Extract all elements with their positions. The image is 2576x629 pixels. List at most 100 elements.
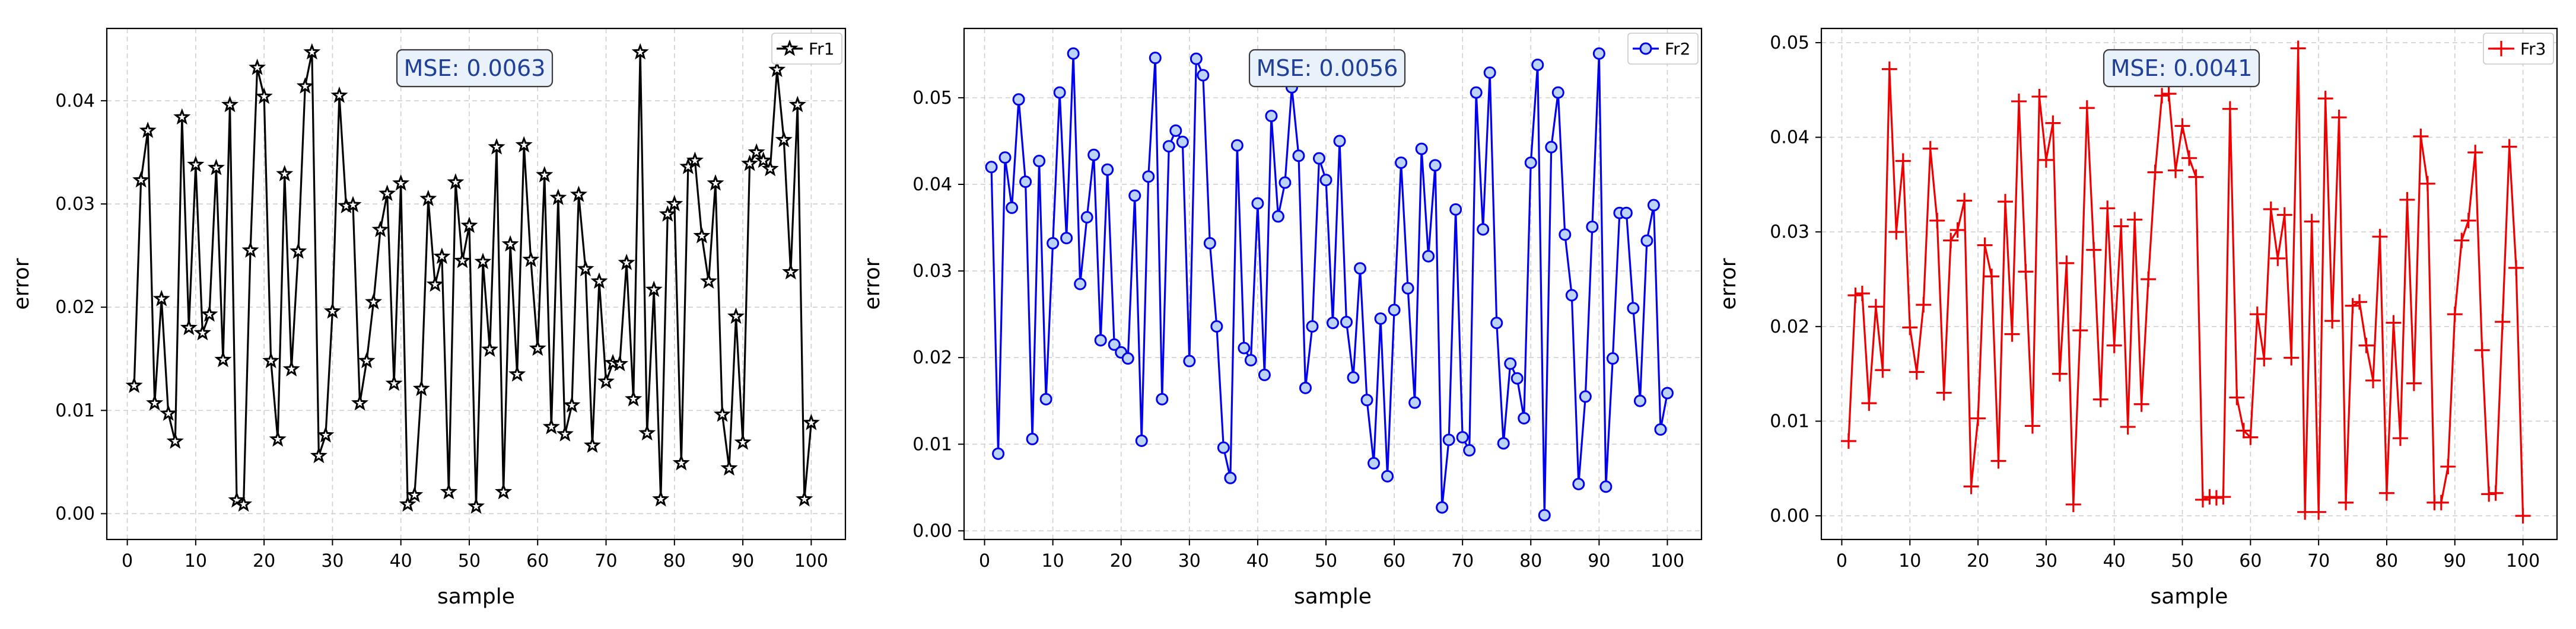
data-point [2358, 337, 2374, 353]
data-point [481, 340, 499, 357]
data-point [1970, 410, 1986, 426]
mse-annotation: MSE: 0.0063 [396, 49, 554, 88]
data-point [748, 143, 765, 160]
data-point [652, 490, 670, 507]
legend-marker [1639, 42, 1652, 55]
data-point [1401, 282, 1414, 295]
x-tick-label: 60 [1383, 551, 1405, 571]
data-point [317, 426, 335, 443]
data-point [2092, 391, 2108, 407]
series-Fr1 [125, 43, 820, 514]
data-point [1422, 250, 1435, 263]
data-point [2324, 313, 2340, 329]
data-point [276, 165, 294, 181]
data-point [2352, 294, 2368, 310]
data-point [1929, 213, 1945, 229]
x-tick-label: 40 [2103, 551, 2126, 571]
data-point [2433, 494, 2449, 510]
data-point [2508, 260, 2524, 276]
data-point [1053, 86, 1066, 99]
data-point [488, 138, 505, 155]
x-tick-label: 90 [732, 551, 754, 571]
data-point [2018, 264, 2034, 280]
data-point [296, 77, 314, 94]
data-point [666, 194, 683, 212]
data-point [1135, 434, 1148, 447]
data-point [998, 151, 1012, 164]
x-tick-label: 0 [122, 551, 133, 571]
data-point [146, 394, 164, 411]
x-tick-label: 80 [2375, 551, 2398, 571]
data-point [1388, 304, 1401, 317]
data-point [1847, 288, 1863, 304]
data-point [1006, 201, 1019, 214]
axes-frame [106, 27, 847, 541]
data-point [625, 389, 643, 407]
mse-text: MSE: 0.0063 [404, 55, 546, 81]
data-point [1203, 237, 1216, 250]
data-point [1251, 197, 1264, 210]
data-point [385, 374, 403, 391]
data-point [2004, 326, 2020, 342]
data-point [2215, 489, 2231, 505]
data-point [1977, 237, 1993, 253]
data-point [1586, 221, 1599, 234]
data-point [1545, 141, 1558, 154]
x-tick-label: 60 [526, 551, 549, 571]
data-point [1531, 58, 1544, 71]
data-point [1374, 312, 1387, 325]
data-point [1627, 302, 1640, 315]
data-point [1367, 456, 1381, 470]
data-point [1922, 141, 1938, 157]
data-point [1360, 394, 1373, 407]
data-point [1868, 299, 1884, 315]
data-point [1312, 152, 1325, 165]
data-point [1963, 478, 1979, 494]
data-point [2515, 508, 2531, 524]
x-tick-label: 100 [794, 551, 828, 571]
x-tick-label: 70 [594, 551, 617, 571]
mse-annotation: MSE: 0.0041 [2103, 49, 2260, 88]
y-tick-label: 0.05 [912, 88, 952, 108]
data-point [379, 184, 396, 202]
data-point [1497, 437, 1510, 450]
grid [964, 28, 1702, 539]
data-point [234, 495, 253, 512]
plot-area [1821, 28, 2557, 539]
data-point [2072, 323, 2088, 339]
data-point [1950, 222, 1966, 238]
y-tick-label: 0.00 [912, 521, 952, 541]
data-point [1861, 395, 1877, 411]
data-point [371, 221, 389, 237]
data-point [2311, 504, 2327, 520]
data-point [1909, 364, 1925, 380]
data-point [2284, 350, 2300, 366]
data-point [1490, 317, 1503, 330]
legend-box [1627, 33, 1699, 65]
data-point [549, 189, 567, 205]
data-point [1094, 334, 1107, 347]
data-point [1217, 441, 1230, 454]
axes-frame [1820, 27, 2558, 541]
data-point [1033, 155, 1046, 168]
data-point [713, 405, 732, 422]
data-point [1210, 320, 1223, 333]
plot-area [107, 28, 845, 539]
series-Fr2 [985, 47, 1674, 522]
data-point [1012, 93, 1025, 106]
x-tick-label: 20 [253, 551, 275, 571]
data-point [2229, 389, 2245, 406]
data-point [1128, 189, 1141, 202]
data-point [2052, 366, 2068, 382]
series-line [990, 52, 1669, 516]
x-tick-label: 80 [1519, 551, 1542, 571]
data-point [412, 379, 430, 397]
data-point [542, 417, 560, 435]
data-point [631, 43, 649, 60]
data-point [1504, 357, 1517, 370]
data-point [2235, 423, 2251, 439]
data-point [1121, 352, 1134, 365]
x-tick-label: 90 [1588, 551, 1610, 571]
data-point [2276, 207, 2292, 223]
